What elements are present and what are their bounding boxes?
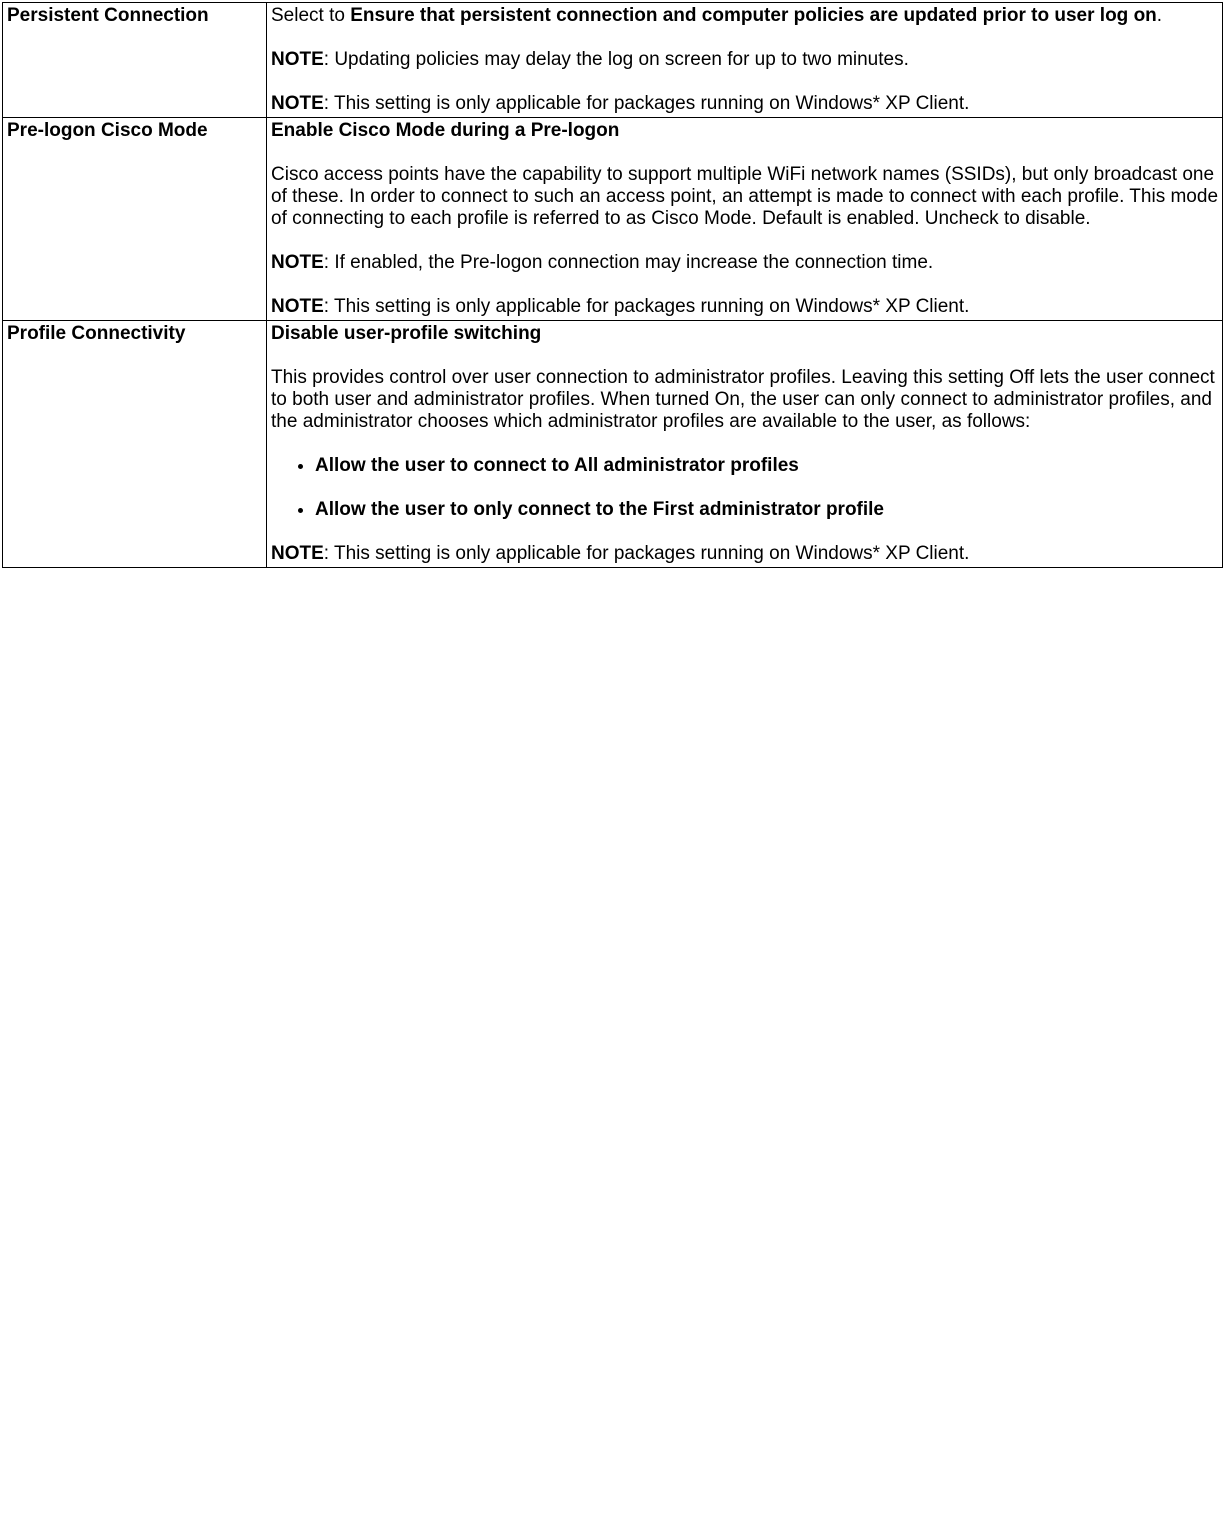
intro-bold: Ensure that persistent connection and co…: [350, 5, 1157, 26]
note-paragraph: NOTE: This setting is only applicable fo…: [271, 543, 1218, 565]
note-label: NOTE: [271, 49, 324, 70]
settings-table: Persistent Connection Select to Ensure t…: [2, 2, 1223, 568]
note-label: NOTE: [271, 252, 324, 273]
note-text: : Updating policies may delay the log on…: [324, 49, 909, 70]
setting-body: This provides control over user connecti…: [271, 367, 1218, 433]
note-label: NOTE: [271, 93, 324, 114]
note-text: : This setting is only applicable for pa…: [324, 93, 970, 114]
setting-label: Pre-logon Cisco Mode: [3, 118, 267, 321]
table-row: Profile Connectivity Disable user-profil…: [3, 321, 1223, 568]
note-paragraph: NOTE: Updating policies may delay the lo…: [271, 49, 1218, 71]
intro-suffix: .: [1157, 5, 1162, 26]
setting-heading: Enable Cisco Mode during a Pre-logon: [271, 120, 1218, 142]
setting-description: Disable user-profile switching This prov…: [267, 321, 1223, 568]
note-paragraph: NOTE: This setting is only applicable fo…: [271, 296, 1218, 318]
setting-description: Enable Cisco Mode during a Pre-logon Cis…: [267, 118, 1223, 321]
note-label: NOTE: [271, 543, 324, 564]
intro-paragraph: Select to Ensure that persistent connect…: [271, 5, 1218, 27]
note-text: : If enabled, the Pre-logon connection m…: [324, 252, 933, 273]
setting-label: Profile Connectivity: [3, 321, 267, 568]
list-item: Allow the user to connect to All adminis…: [315, 455, 1218, 477]
note-label: NOTE: [271, 296, 324, 317]
note-paragraph: NOTE: This setting is only applicable fo…: [271, 93, 1218, 115]
setting-heading: Disable user-profile switching: [271, 323, 1218, 345]
setting-description: Select to Ensure that persistent connect…: [267, 3, 1223, 118]
setting-label: Persistent Connection: [3, 3, 267, 118]
bullet-list: Allow the user to connect to All adminis…: [271, 455, 1218, 521]
table-row: Persistent Connection Select to Ensure t…: [3, 3, 1223, 118]
table-row: Pre-logon Cisco Mode Enable Cisco Mode d…: [3, 118, 1223, 321]
list-item: Allow the user to only connect to the Fi…: [315, 499, 1218, 521]
setting-body: Cisco access points have the capability …: [271, 164, 1218, 230]
note-paragraph: NOTE: If enabled, the Pre-logon connecti…: [271, 252, 1218, 274]
intro-prefix: Select to: [271, 5, 350, 26]
note-text: : This setting is only applicable for pa…: [324, 543, 970, 564]
note-text: : This setting is only applicable for pa…: [324, 296, 970, 317]
